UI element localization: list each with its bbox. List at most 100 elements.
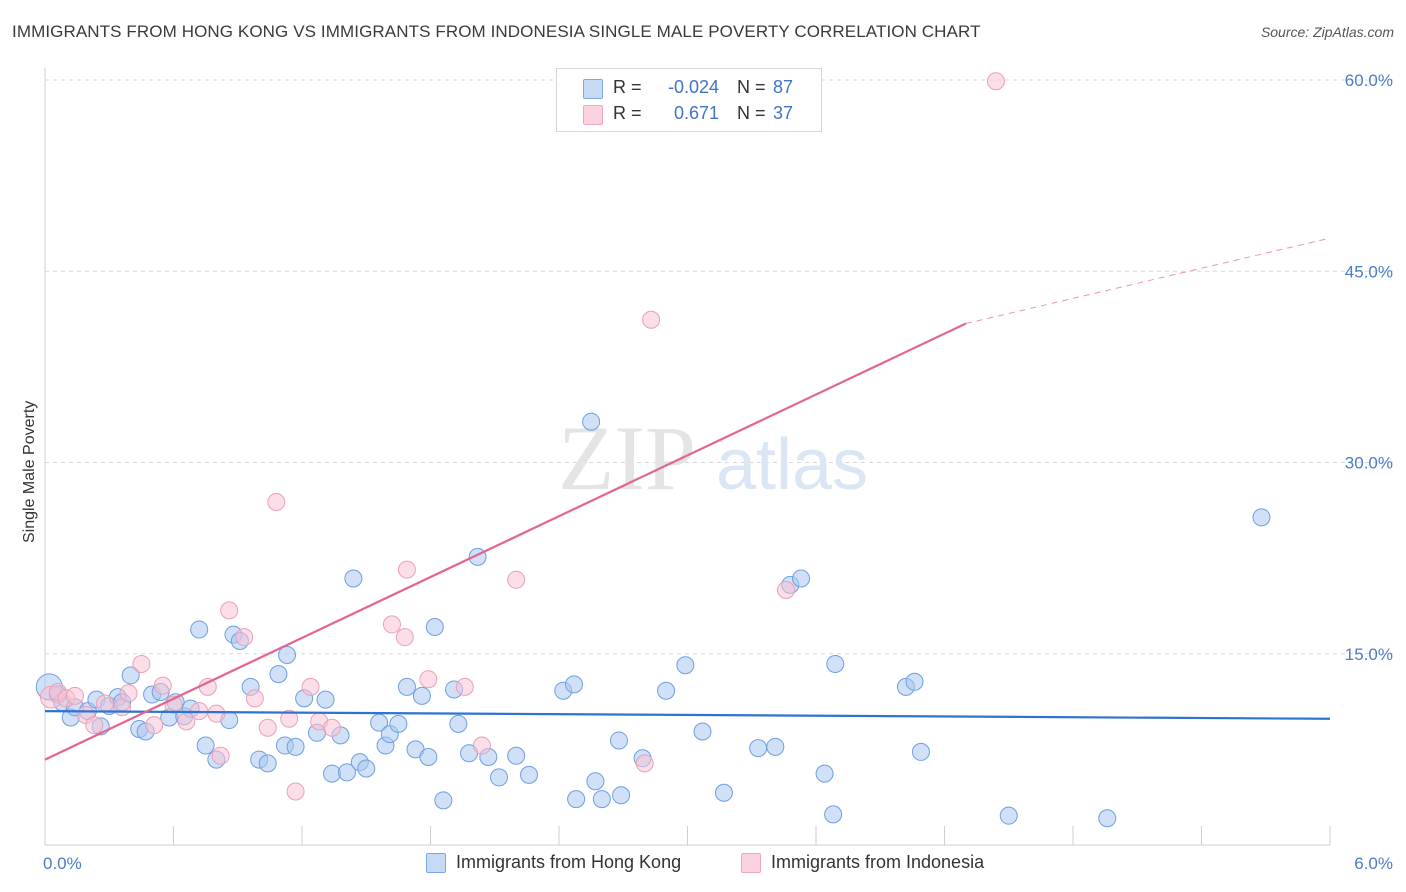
bottom-legend-label: Immigrants from Hong Kong (456, 852, 682, 872)
hong-kong-point (592, 790, 611, 809)
legend-r-value: 0.671 (673, 103, 719, 123)
indonesia-point (132, 654, 151, 673)
hong-kong-point (449, 714, 468, 733)
indonesia-point (455, 677, 474, 696)
hong-kong-point (999, 806, 1018, 825)
watermark-atlas: atlas (716, 425, 868, 505)
hong-kong-point (826, 654, 845, 673)
indonesia-point (198, 677, 217, 696)
hong-kong-point (1252, 508, 1271, 527)
indonesia-point (267, 493, 286, 512)
watermark-zip: ZIP (558, 407, 696, 509)
x-tick-label-max: 6.0% (1354, 854, 1393, 873)
hong-kong-point (766, 737, 785, 756)
hong-kong-point (520, 765, 539, 784)
hong-kong-point (190, 620, 209, 639)
hong-kong-point (564, 675, 583, 694)
axes (44, 68, 1331, 846)
y-tick-label: 60.0% (1345, 71, 1393, 90)
indonesia-point (211, 746, 230, 765)
hong-kong-trend-line (44, 710, 1331, 720)
indonesia-point (986, 72, 1005, 91)
indonesia-point (258, 718, 277, 737)
hong-kong-point (693, 722, 712, 741)
legend-r-label: R = (613, 103, 642, 123)
hong-kong-point (815, 764, 834, 783)
indonesia-point (85, 716, 104, 735)
legend-n-value: 87 (773, 77, 794, 97)
legend-n-label: N = (737, 103, 766, 123)
y-tick-label: 30.0% (1345, 454, 1393, 473)
indonesia-point (95, 694, 114, 713)
y-axis-label: Single Male Poverty (21, 401, 38, 543)
indonesia-point (280, 709, 299, 728)
indonesia-point (145, 716, 164, 735)
grid-lines (45, 79, 1395, 655)
hong-kong-point (316, 690, 335, 709)
indonesia-point (507, 570, 526, 589)
indonesia-point (635, 754, 654, 773)
correlation-legend: R = -0.024 N = 87 R = 0.671 N = 37 (556, 68, 822, 132)
hong-kong-point (714, 783, 733, 802)
hong-kong-point (792, 569, 811, 588)
hong-kong-point (582, 412, 601, 431)
hong-kong-point (434, 791, 453, 810)
hong-kong-point (507, 746, 526, 765)
indonesia-point (220, 601, 239, 620)
indonesia-point (301, 677, 320, 696)
hong-kong-point (657, 681, 676, 700)
hong-kong-point (412, 686, 431, 705)
hong-kong-point (269, 665, 288, 684)
indonesia-point (322, 718, 341, 737)
hong-kong-point (609, 731, 628, 750)
indonesia-point (395, 628, 414, 647)
x-tick-labels: 0.0% 6.0% (43, 854, 1393, 873)
hong-kong-point (419, 748, 438, 767)
bottom-legend-swatch-pink (741, 853, 761, 873)
legend-r-value: -0.024 (667, 77, 719, 97)
indonesia-trend-line (44, 322, 967, 761)
source-label: Source: ZipAtlas.com (1260, 24, 1394, 40)
indonesia-trend-extension (965, 237, 1331, 325)
hong-kong-point (1098, 809, 1117, 828)
hong-kong-point (612, 786, 631, 805)
hong-kong-point (258, 754, 277, 773)
series-indonesia-points (39, 72, 1005, 801)
x-tick-label-min: 0.0% (43, 854, 82, 873)
watermark: ZIP atlas (558, 407, 868, 509)
indonesia-point (65, 686, 84, 705)
legend-n-value: 37 (773, 103, 794, 123)
trend-lines (44, 237, 1331, 761)
legend-swatch-pink (583, 105, 603, 125)
indonesia-point (235, 628, 254, 647)
indonesia-point (419, 670, 438, 689)
hong-kong-point (278, 646, 297, 665)
hong-kong-point (586, 772, 605, 791)
bottom-legend-swatch-blue (426, 853, 446, 873)
hong-kong-point (397, 677, 416, 696)
indonesia-point (245, 689, 264, 708)
chart-title: IMMIGRANTS FROM HONG KONG VS IMMIGRANTS … (12, 22, 981, 41)
hong-kong-point (286, 737, 305, 756)
hong-kong-point (121, 666, 140, 685)
indonesia-point (472, 736, 491, 755)
legend-swatch-blue (583, 79, 603, 99)
y-tick-label: 45.0% (1345, 262, 1393, 281)
legend-r-label: R = (613, 77, 642, 97)
hong-kong-point (905, 672, 924, 691)
hong-kong-point (322, 764, 341, 783)
bottom-legend-label: Immigrants from Indonesia (771, 852, 985, 872)
hong-kong-point (824, 805, 843, 824)
hong-kong-point (196, 736, 215, 755)
hong-kong-point (337, 763, 356, 782)
hong-kong-point (357, 759, 376, 778)
indonesia-point (642, 310, 661, 329)
y-tick-label: 15.0% (1345, 645, 1393, 664)
hong-kong-point (749, 739, 768, 758)
hong-kong-point (389, 714, 408, 733)
y-tick-labels: 15.0% 30.0% 45.0% 60.0% (1345, 71, 1393, 664)
indonesia-point (382, 615, 401, 634)
indonesia-point (207, 704, 226, 723)
indonesia-point (153, 676, 172, 695)
